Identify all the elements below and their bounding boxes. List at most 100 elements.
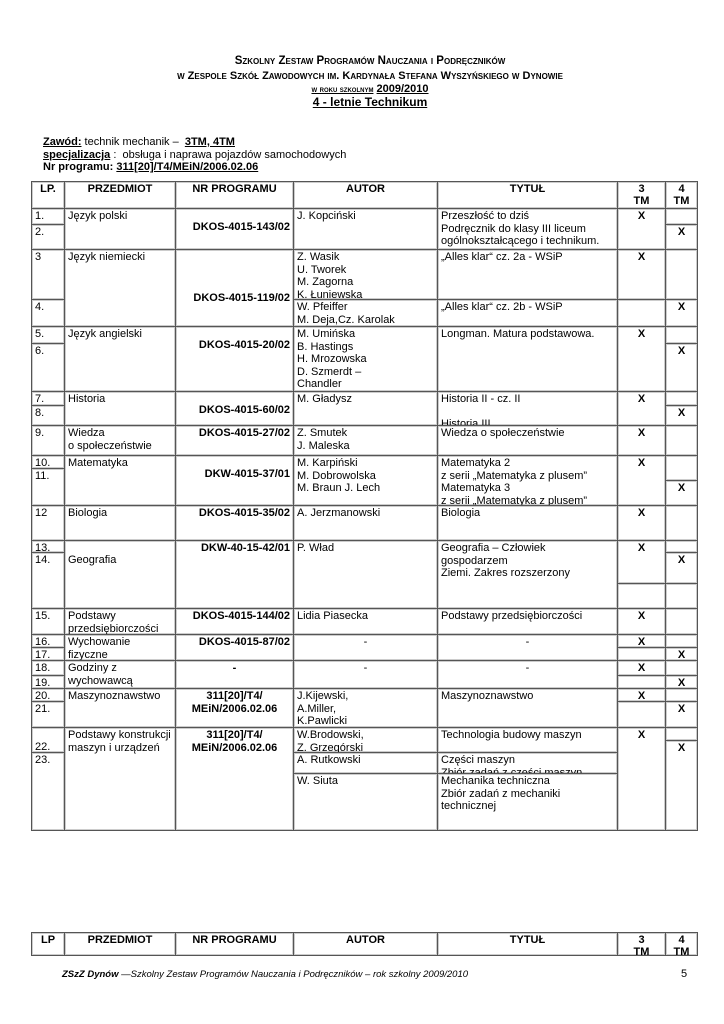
class-4tm-mark: X [665,343,698,392]
row-number: 3 [31,249,65,300]
row-number: 16. [31,634,65,648]
program-line: Nr programu: 311[20]/T4/MEiN/2006.02.06 [43,161,258,173]
author-cell: A. Jerzmanowski [293,505,438,541]
footer-description: —Szkolny Zestaw Programów Nauczania i Po… [118,969,469,980]
class-3tm-mark [617,647,666,661]
title-cell: Maszynoznawstwo [437,688,618,728]
title-year: 2009/2010 [376,83,429,95]
author-cell: P. Wład [293,540,438,609]
zawod-value: technik mechanik – [81,136,185,148]
title-year-prefix: w roku szkolnym [311,84,374,94]
title-cell: - [437,660,618,689]
zawod-line: Zawód: technik mechanik – 3TM, 4TM [43,136,235,148]
class-3tm-mark: X [617,425,666,456]
title-line-3: w roku szkolnym 2009/2010 [0,83,724,96]
header2-3tm: 3 TM [617,932,666,956]
title-cell: Longman. Matura podstawowa. [437,326,618,392]
row-number: 5. [31,326,65,344]
class-4tm-mark [665,505,698,541]
class-4tm-mark: X [665,552,698,584]
header2-subject: PRZEDMIOT [64,932,176,956]
row-number: 10. [31,455,65,469]
class-3tm-mark: X [617,208,666,250]
author-cell: - [293,660,438,689]
zawod-classes: 3TM, 4TM [184,136,235,148]
row-number: 20. [31,688,65,702]
class-4tm-mark: X [665,701,698,728]
class-4tm-mark [665,660,698,676]
author-cell: J. Kopciński [293,208,438,250]
author-cell: W. Siuta [293,773,438,831]
program-number-cell: DKOS-4015-20/02 [175,326,294,392]
footer-text: ZSzZ Dynów —Szkolny Zestaw Programów Nau… [62,969,468,980]
class-4tm-mark [665,583,698,609]
program-number-cell: DKOS-4015-143/02 [175,208,294,250]
spec-value: : obsługa i naprawa pojazdów samochodowy… [110,149,347,161]
author-cell: M. Gładysz [293,391,438,426]
class-4tm-mark: X [665,299,698,327]
class-4tm-mark [665,326,698,344]
row-number: 17. [31,647,65,661]
class-3tm-mark: X [617,249,666,300]
program-value: 311[20]/T4/MEiN/2006.02.06 [116,161,259,173]
title-cell: Historia II - cz. II Historia III [437,391,618,426]
header-lp: LP. [31,181,65,209]
footer-school: ZSzZ Dynów [62,969,119,980]
row-number: 21. [31,701,65,728]
class-3tm-mark: X [617,326,666,392]
row-number: 4. [31,299,65,327]
row-number: 9. [31,425,65,456]
header2-author: AUTOR [293,932,438,956]
subject-cell: Język angielski [64,326,176,392]
title-cell: Części maszyn Zbiór zadań z części maszy… [437,752,618,774]
title-line-4: 4 - letnie Technikum [312,95,428,109]
subject-cell: Geografia [64,540,176,609]
author-cell: - [293,634,438,661]
class-3tm-mark: X [617,505,666,541]
header-author: AUTOR [293,181,438,209]
author-cell: A. Rutkowski [293,752,438,774]
class-4tm-mark [665,391,698,406]
header2-4tm: 4 TM [665,932,698,956]
subject-cell: Maszynoznawstwo [64,688,176,728]
row-number: 11. [31,468,65,506]
header-4tm: 4 TM [665,181,698,209]
program-number-cell: DKOS-4015-27/02 [175,425,294,456]
subject-cell: Język polski [64,208,176,250]
title-line-1: Szkolny Zestaw Programów Nauczania i Pod… [234,55,506,67]
author-cell: W. Pfeiffer M. Deja,Cz. Karolak [293,299,438,327]
class-3tm-mark [617,675,666,689]
program-number-cell: 311[20]/T4/ MEiN/2006.02.06 [175,688,294,728]
class-4tm-mark [665,634,698,648]
author-cell: W.Brodowski, Z. Grzegórski [293,727,438,753]
subject-cell: Podstawy przedsiębiorczości [64,608,176,635]
row-number: 8. [31,405,65,426]
row-number: 2. [31,224,65,250]
title-cell: „Alles klar“ cz. 2b - WSiP [437,299,618,327]
class-4tm-mark: X [665,480,698,506]
header-program: NR PROGRAMU [175,181,294,209]
subject-cell: Wiedza o społeczeństwie [64,425,176,456]
class-3tm-mark: X [617,540,666,584]
program-number-cell: DKOS-4015-35/02 [175,505,294,541]
class-3tm-mark [617,701,666,728]
class-4tm-mark [665,208,698,225]
author-cell: M. Umińska B. Hastings H. Mrozowska D. S… [293,326,438,392]
row-number: 23. [31,752,65,831]
class-4tm-mark [665,249,698,300]
row-number: 1. [31,208,65,225]
subject-cell: Biologia [64,505,176,541]
author-cell: J.Kijewski, A.Miller, K.Pawlicki [293,688,438,728]
program-number-cell: DKW-40-15-42/01 [175,540,294,609]
header2-program: NR PROGRAMU [175,932,294,956]
author-cell: Lidia Piasecka [293,608,438,635]
class-3tm-mark: X [617,688,666,702]
class-4tm-mark [665,688,698,702]
class-4tm-mark: X [665,675,698,689]
author-cell: M. Karpiński M. Dobrowolska M. Braun J. … [293,455,438,506]
row-number: 15. [31,608,65,635]
title-cell: Wiedza o społeczeństwie [437,425,618,456]
title-cell: - [437,634,618,661]
class-4tm-mark: X [665,224,698,250]
